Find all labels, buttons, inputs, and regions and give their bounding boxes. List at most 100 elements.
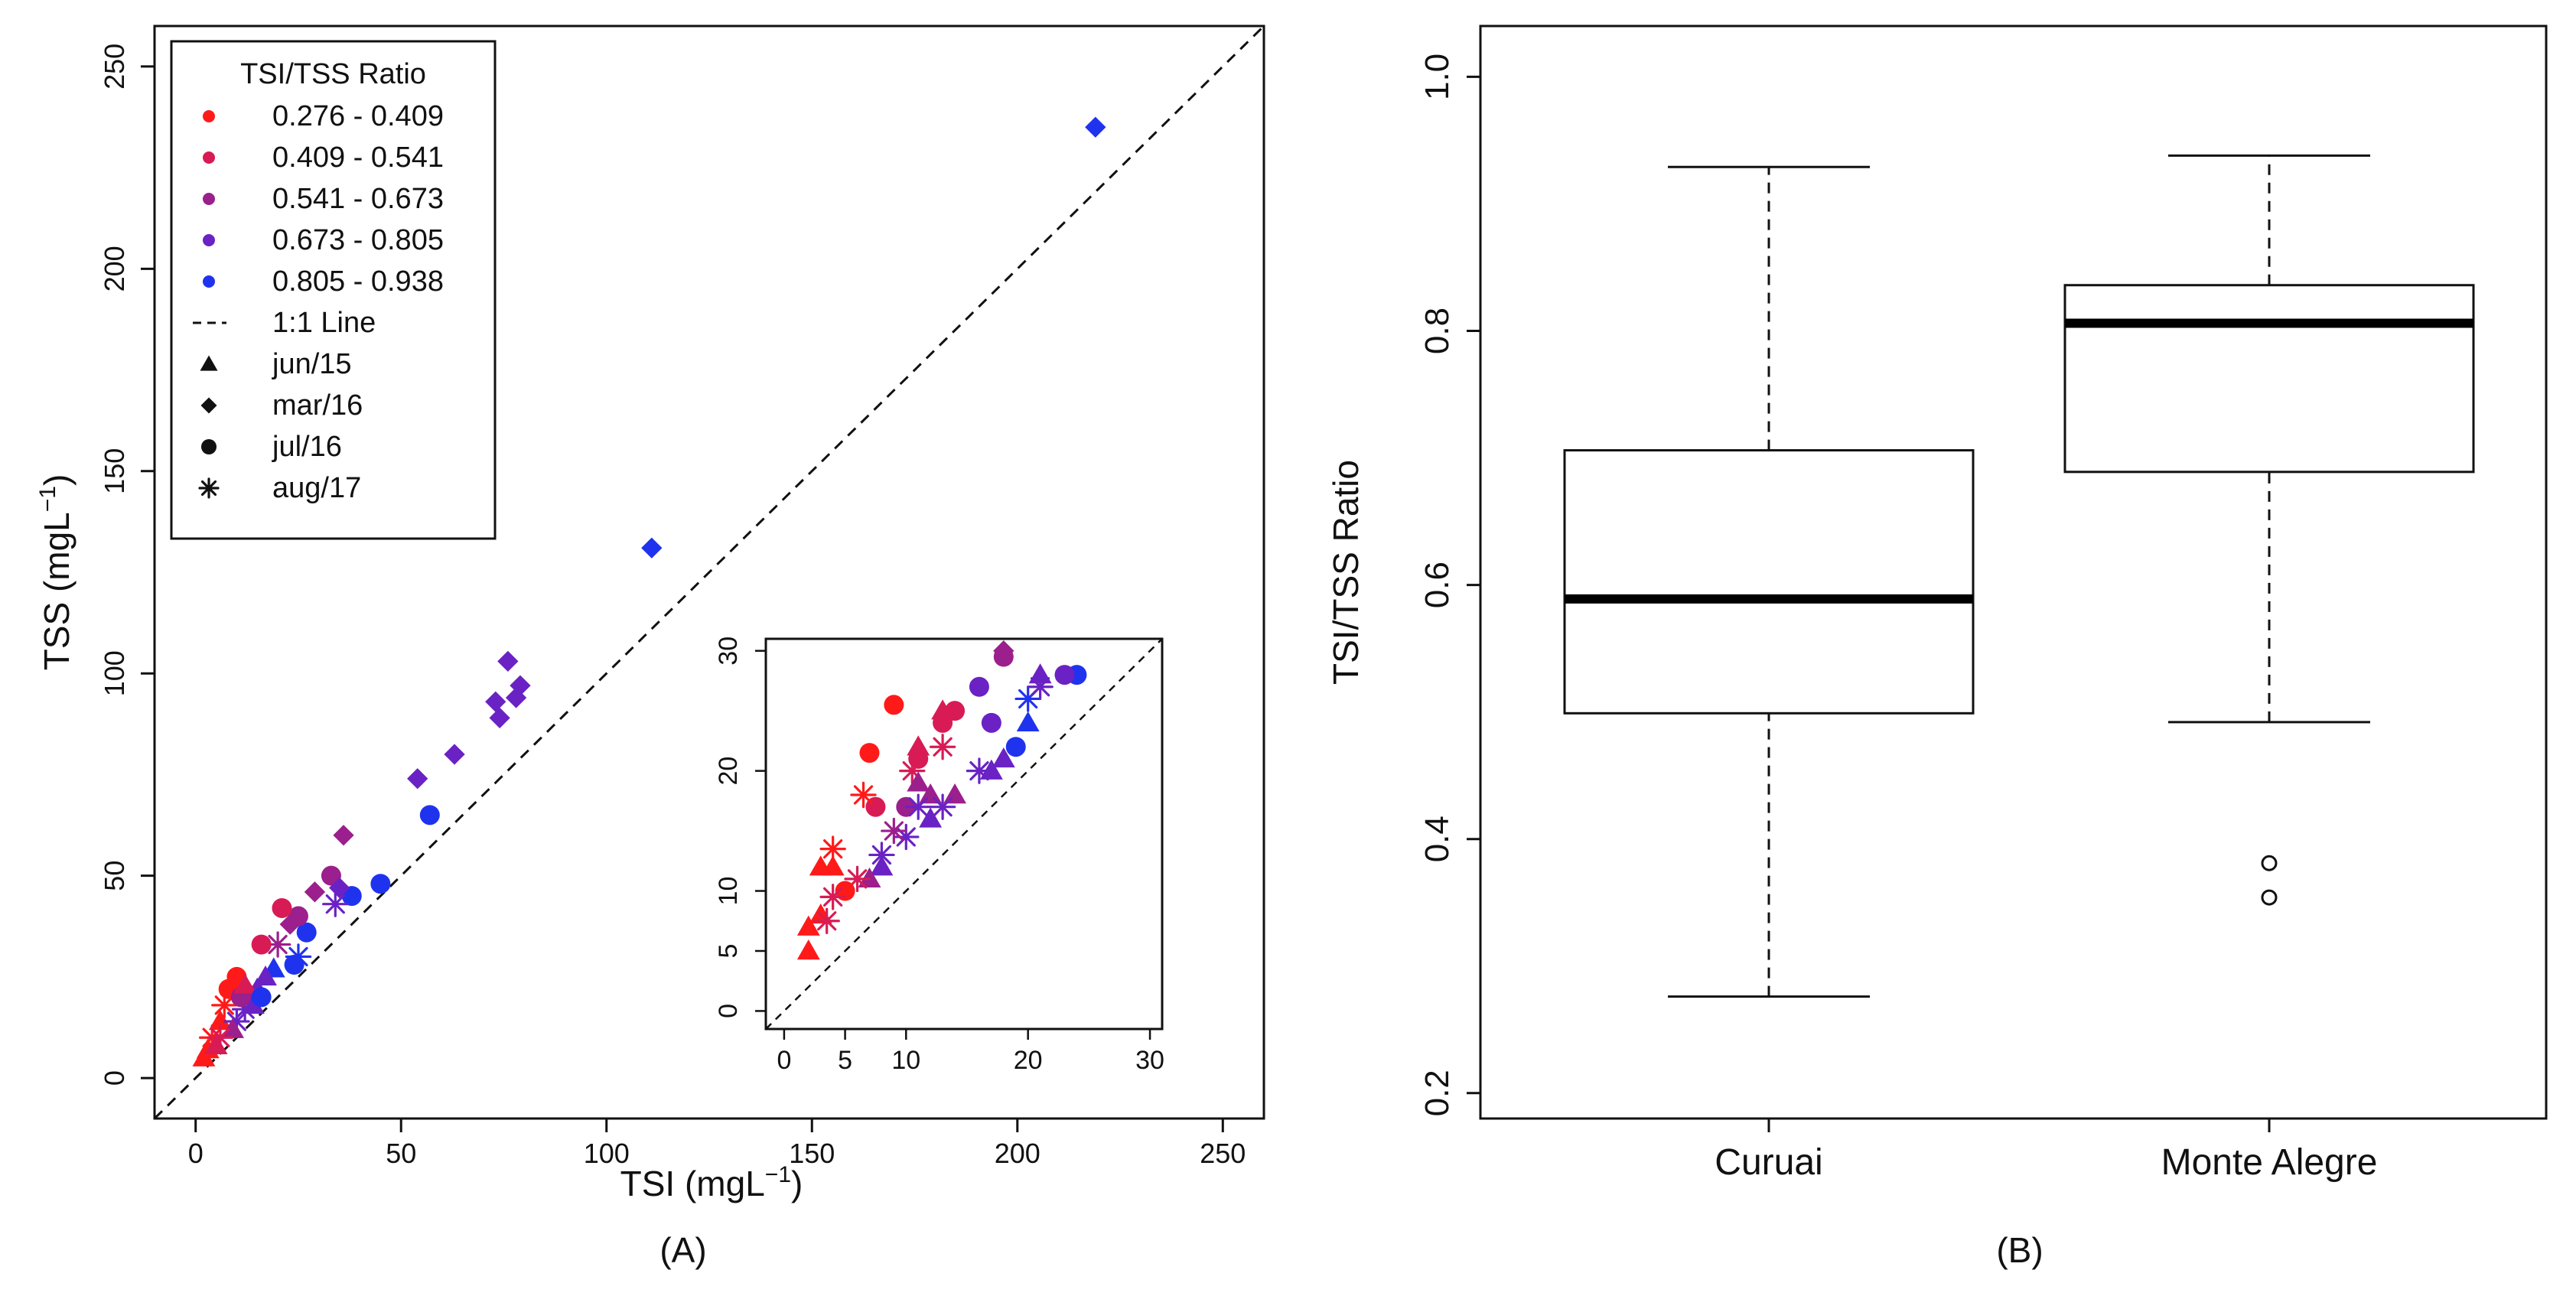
legend-campaign-label: jun/15 <box>272 348 352 380</box>
legend-ratio-label: 0.541 - 0.673 <box>272 183 444 215</box>
inset-y-tick-label: 0 <box>714 1004 743 1018</box>
inset-data-point <box>981 712 1001 733</box>
inset-data-point <box>933 712 953 733</box>
x-tick-label: 250 <box>1200 1138 1246 1169</box>
legend: TSI/TSS Ratio 0.276 - 0.409 0.409 - 0.541 0… <box>170 40 497 540</box>
data-point <box>444 744 465 765</box>
data-point <box>272 897 292 918</box>
iqr-box <box>1563 449 1975 715</box>
data-point <box>370 874 391 894</box>
asterisk-stroke <box>1030 677 1050 697</box>
asterisk-stroke <box>933 797 953 817</box>
inset-data-point <box>969 676 989 697</box>
legend-campaign-label: aug/17 <box>272 472 361 504</box>
inset-data-point <box>813 907 840 934</box>
x-category-label: Curuai <box>1715 1142 1822 1183</box>
inset-data-point <box>884 695 904 715</box>
asterisk-stroke <box>268 934 288 955</box>
asterisk-stroke <box>908 797 928 817</box>
data-point <box>497 650 519 672</box>
legend-campaign-label: mar/16 <box>272 389 363 422</box>
x-axis-unit-close: ) <box>791 1164 803 1203</box>
inset-x-tick-label: 10 <box>891 1046 920 1075</box>
inset-data-point <box>919 807 943 828</box>
asterisk-stroke <box>823 887 843 907</box>
data-point <box>1085 116 1106 138</box>
asterisk-stroke <box>896 827 916 847</box>
iqr-box <box>2063 284 2475 474</box>
data-point <box>505 687 527 708</box>
x-tick-label: 200 <box>995 1138 1040 1169</box>
y-tick-label: 250 <box>99 44 130 90</box>
data-point <box>322 891 349 917</box>
inset-x-tick-label: 20 <box>1014 1046 1043 1075</box>
data-point <box>221 1018 244 1038</box>
inset-data-point <box>796 939 820 960</box>
y-tick-label: 0.6 <box>1418 562 1456 608</box>
x-tick-label: 100 <box>584 1138 630 1169</box>
plot-frame <box>153 24 1265 1120</box>
inset-plot: 0 5 10 20 30 0 5 10 20 30 <box>714 637 1164 1075</box>
panel-a-label: (A) <box>659 1230 706 1270</box>
inset-y-tick-label: 30 <box>714 637 743 666</box>
inset-data-point <box>919 783 943 804</box>
inset-data-point <box>1027 673 1054 700</box>
y-tick-label: 0 <box>99 1070 130 1086</box>
data-point <box>407 768 428 790</box>
inset-data-point <box>868 842 895 868</box>
y-tick-label: 50 <box>99 861 130 891</box>
inset-y-tick-label: 10 <box>714 877 743 906</box>
y-tick-label: 1.0 <box>1418 54 1456 100</box>
y-tick-label: 0.2 <box>1418 1070 1456 1116</box>
legend-marker-diamond <box>200 397 217 414</box>
x-category-label: Monte Alegre <box>2161 1142 2378 1183</box>
legend-title: TSI/TSS Ratio <box>240 58 426 90</box>
inset-data-point <box>929 793 956 820</box>
plot-frame <box>1479 24 2548 1120</box>
data-point <box>208 1010 232 1031</box>
data-point <box>341 886 362 907</box>
inset-y-tick-label: 20 <box>714 757 743 786</box>
inset-data-point <box>945 701 966 721</box>
inset-data-point <box>929 734 956 760</box>
box-monte-alegre <box>2063 154 2475 906</box>
inset-data-point <box>850 781 877 809</box>
legend-ratio-swatch <box>203 275 215 288</box>
data-point <box>279 913 301 935</box>
inset-data-point <box>796 915 820 936</box>
asterisk-stroke <box>817 911 837 931</box>
inset-data-point <box>907 735 930 756</box>
inset-points <box>796 640 1087 960</box>
inset-data-point <box>907 771 930 792</box>
data-point <box>296 922 317 943</box>
asterisk-stroke <box>902 760 922 781</box>
data-point <box>204 1034 228 1055</box>
y-tick-label: 100 <box>99 650 130 696</box>
inset-data-point <box>993 640 1014 662</box>
legend-marker-asterisk <box>198 477 220 499</box>
x-tick-label: 150 <box>789 1138 835 1169</box>
data-point <box>264 931 291 958</box>
inset-data-point <box>819 884 846 910</box>
asterisk-stroke <box>871 845 892 865</box>
asterisk-stroke <box>933 737 953 757</box>
data-point <box>419 805 440 825</box>
asterisk-stroke <box>325 894 345 914</box>
data-point <box>251 987 272 1008</box>
data-point <box>329 877 350 899</box>
inset-x-tick-label: 5 <box>838 1046 852 1075</box>
legend-ratio-swatch <box>203 110 215 122</box>
asterisk-stroke <box>823 838 843 859</box>
inset-data-point <box>905 793 932 820</box>
inset-x-tick-label: 30 <box>1135 1046 1164 1075</box>
inset-data-point <box>992 747 1015 768</box>
panel-b-boxplot: 0.2 0.4 0.6 0.8 1.0 TSI/TSS Ratio Curuai Monte … <box>1326 24 2548 1270</box>
data-point <box>489 707 510 729</box>
y-tick-label: 150 <box>99 448 130 494</box>
inset-data-point <box>979 759 1003 780</box>
inset-data-point <box>943 783 966 804</box>
box-curuai <box>1563 165 1975 998</box>
y-axis-title: TSI/TSS Ratio <box>1326 460 1366 685</box>
x-axis-unit-exponent: −1 <box>765 1162 791 1187</box>
